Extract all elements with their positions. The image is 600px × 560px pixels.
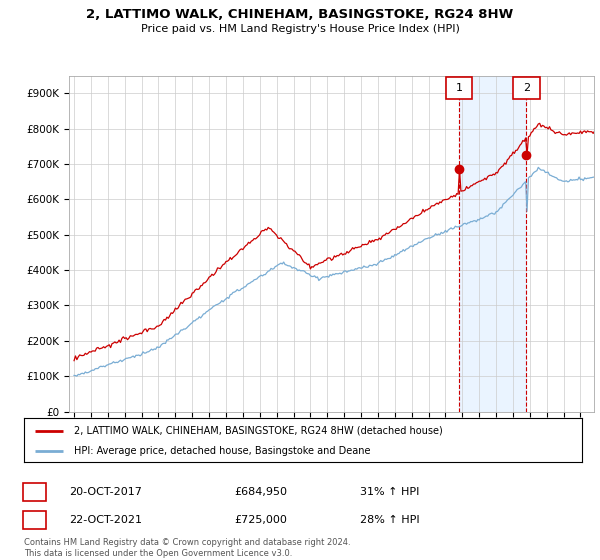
Text: 28% ↑ HPI: 28% ↑ HPI <box>360 515 419 525</box>
Bar <box>459 76 526 412</box>
Text: Price paid vs. HM Land Registry's House Price Index (HPI): Price paid vs. HM Land Registry's House … <box>140 24 460 34</box>
Text: 20-OCT-2017: 20-OCT-2017 <box>69 487 142 497</box>
Text: £725,000: £725,000 <box>234 515 287 525</box>
Text: HPI: Average price, detached house, Basingstoke and Deane: HPI: Average price, detached house, Basi… <box>74 446 371 456</box>
Text: 2: 2 <box>523 83 530 93</box>
Text: 1: 1 <box>455 83 463 93</box>
Text: Contains HM Land Registry data © Crown copyright and database right 2024.
This d: Contains HM Land Registry data © Crown c… <box>24 538 350 558</box>
Text: 2, LATTIMO WALK, CHINEHAM, BASINGSTOKE, RG24 8HW (detached house): 2, LATTIMO WALK, CHINEHAM, BASINGSTOKE, … <box>74 426 443 436</box>
Text: £684,950: £684,950 <box>234 487 287 497</box>
FancyBboxPatch shape <box>514 77 539 99</box>
Text: 2, LATTIMO WALK, CHINEHAM, BASINGSTOKE, RG24 8HW: 2, LATTIMO WALK, CHINEHAM, BASINGSTOKE, … <box>86 8 514 21</box>
Text: 31% ↑ HPI: 31% ↑ HPI <box>360 487 419 497</box>
Text: 22-OCT-2021: 22-OCT-2021 <box>69 515 142 525</box>
Text: 1: 1 <box>31 487 38 497</box>
Text: 2: 2 <box>31 515 38 525</box>
FancyBboxPatch shape <box>446 77 472 99</box>
